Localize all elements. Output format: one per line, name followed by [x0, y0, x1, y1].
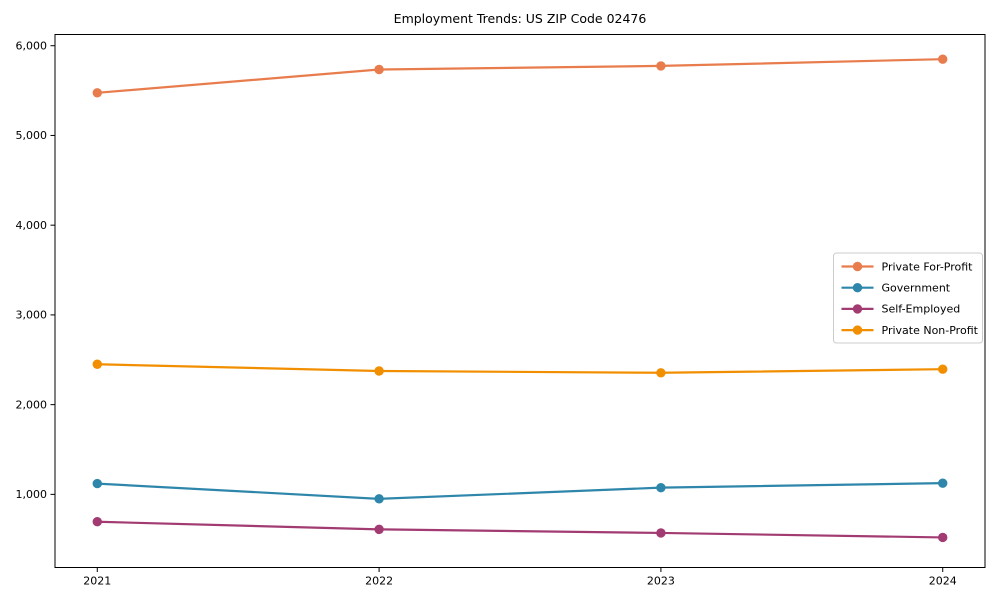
series-marker-government [374, 494, 384, 504]
legend-label: Government [882, 282, 951, 295]
y-tick-label: 4,000 [16, 219, 48, 232]
legend-swatch-marker [852, 304, 863, 314]
series-marker-government [92, 478, 102, 489]
y-tick-label: 6,000 [16, 40, 48, 53]
series-marker-private-non-profit [938, 364, 948, 374]
series-marker-self-employed [938, 532, 948, 543]
series-marker-self-employed [656, 528, 666, 538]
series-marker-government [656, 482, 666, 493]
legend-swatch-marker [852, 261, 863, 272]
legend-swatch-marker [852, 325, 863, 335]
y-tick-label: 2,000 [16, 398, 48, 411]
series-marker-government [938, 478, 948, 488]
x-tick-label: 2024 [929, 575, 957, 588]
x-tick-label: 2022 [365, 575, 393, 588]
series-line-private-non-profit [96, 363, 944, 374]
legend-label: Self-Employed [882, 303, 961, 316]
y-tick-label: 5,000 [16, 129, 48, 142]
series-marker-private-non-profit [92, 359, 102, 369]
series-marker-private-non-profit [656, 368, 666, 378]
x-tick-label: 2023 [647, 575, 675, 588]
legend-swatch-marker [852, 283, 863, 293]
series-marker-private-for-profit [938, 54, 948, 64]
series-marker-private-for-profit [656, 61, 666, 71]
legend-label: Private Non-Profit [882, 324, 979, 337]
plot-border [54, 34, 986, 568]
series-line-private-for-profit [96, 58, 944, 94]
legend-label: Private For-Profit [882, 260, 974, 273]
series-marker-private-for-profit [374, 64, 384, 75]
series-line-government [96, 482, 944, 500]
series-marker-private-non-profit [374, 366, 384, 376]
series-line-self-employed [96, 520, 944, 539]
y-tick-label: 3,000 [16, 309, 48, 322]
series-marker-self-employed [92, 517, 102, 527]
y-tick-label: 1,000 [16, 488, 48, 501]
series-marker-private-for-profit [92, 88, 102, 98]
legend [833, 252, 983, 344]
chart-title: Employment Trends: US ZIP Code 02476 [393, 11, 647, 26]
x-tick-label: 2021 [83, 575, 111, 588]
series-marker-self-employed [374, 524, 384, 535]
